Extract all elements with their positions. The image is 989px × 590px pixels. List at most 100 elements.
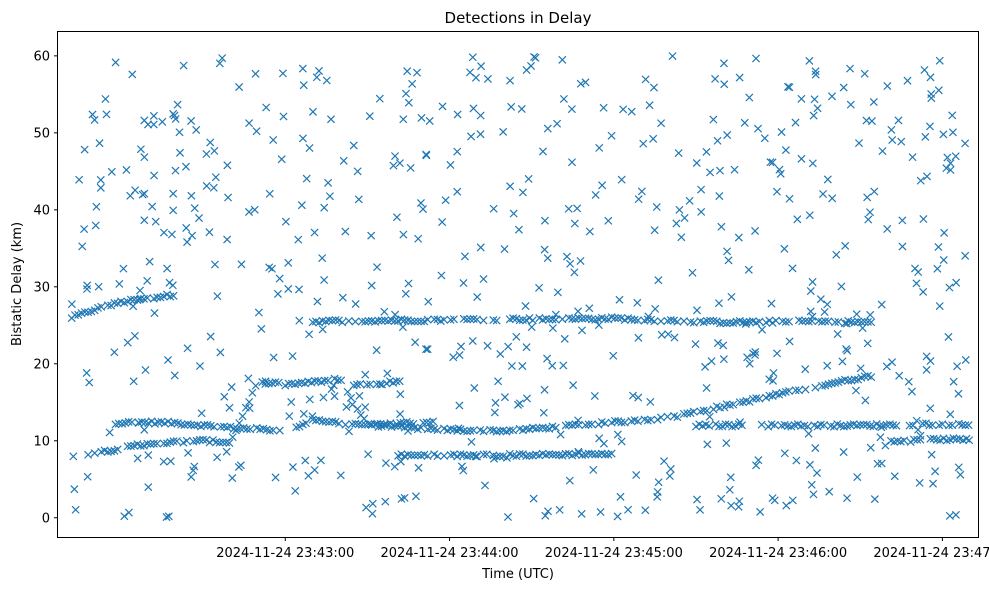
- data-point: [816, 420, 825, 429]
- data-point: [365, 112, 374, 121]
- data-point: [80, 308, 89, 317]
- data-point: [183, 420, 192, 429]
- data-point: [609, 351, 618, 360]
- data-point: [416, 198, 425, 208]
- data-point: [403, 450, 412, 459]
- data-point: [693, 495, 702, 504]
- data-point: [581, 314, 590, 323]
- data-point: [794, 386, 803, 395]
- data-point: [548, 450, 557, 459]
- data-point: [781, 317, 790, 327]
- data-point: [745, 317, 754, 326]
- data-point: [291, 486, 300, 495]
- data-point: [391, 152, 400, 161]
- data-point: [649, 134, 658, 143]
- data-point: [468, 336, 477, 345]
- data-point: [866, 310, 875, 319]
- data-point: [908, 421, 917, 430]
- data-point: [265, 189, 274, 198]
- data-point: [151, 217, 160, 226]
- data-point: [269, 135, 278, 145]
- data-point: [721, 420, 730, 429]
- data-point: [926, 434, 935, 443]
- data-point: [111, 58, 120, 67]
- data-point: [691, 340, 700, 349]
- data-point: [574, 314, 583, 323]
- data-point: [817, 381, 826, 390]
- data-point: [344, 316, 353, 325]
- data-point: [825, 487, 834, 496]
- data-point: [617, 175, 626, 184]
- data-point: [649, 83, 658, 92]
- data-point: [406, 163, 415, 172]
- data-point: [403, 67, 412, 76]
- data-point: [768, 494, 777, 503]
- data-point: [210, 260, 219, 269]
- data-point: [548, 315, 557, 324]
- data-point: [344, 427, 354, 436]
- data-point: [742, 318, 751, 327]
- y-tick-label: 20: [33, 357, 50, 372]
- data-point: [734, 233, 743, 242]
- data-point: [244, 207, 254, 216]
- data-point: [482, 450, 491, 459]
- data-point: [785, 317, 794, 326]
- data-point: [471, 452, 480, 461]
- data-point: [403, 426, 412, 436]
- data-point: [299, 81, 308, 90]
- data-point: [767, 299, 776, 308]
- data-point: [898, 242, 907, 251]
- data-point: [727, 292, 736, 301]
- data-point: [153, 439, 162, 448]
- data-point: [140, 153, 149, 162]
- data-point: [107, 167, 116, 176]
- data-point: [798, 317, 807, 326]
- data-point: [449, 353, 458, 362]
- data-point: [304, 471, 313, 480]
- data-point: [828, 194, 837, 203]
- data-point: [811, 67, 820, 76]
- data-point: [105, 428, 114, 437]
- data-point: [433, 452, 442, 461]
- data-point: [846, 100, 855, 109]
- data-point: [725, 318, 734, 327]
- data-point: [231, 426, 241, 435]
- data-point: [598, 181, 607, 190]
- data-point: [265, 426, 274, 435]
- data-point: [584, 420, 593, 429]
- data-point: [529, 494, 538, 503]
- data-point: [722, 319, 731, 328]
- data-point: [683, 409, 692, 418]
- data-point: [912, 279, 921, 288]
- data-point: [349, 141, 358, 150]
- data-point: [680, 213, 689, 222]
- data-point: [103, 301, 112, 310]
- data-point: [548, 361, 557, 370]
- data-point: [468, 53, 477, 62]
- data-point: [187, 116, 196, 125]
- data-point: [236, 461, 245, 470]
- data-point: [379, 420, 388, 429]
- data-point: [581, 421, 590, 430]
- data-point: [860, 69, 869, 78]
- data-point: [808, 159, 817, 168]
- data-point: [705, 421, 714, 430]
- data-point: [96, 183, 105, 192]
- data-point: [75, 175, 84, 184]
- data-point: [952, 278, 961, 287]
- data-point: [170, 371, 179, 380]
- data-point: [512, 332, 521, 341]
- data-point: [581, 78, 590, 87]
- data-point: [329, 381, 338, 390]
- data-point: [587, 420, 596, 429]
- data-point: [670, 333, 679, 342]
- data-point: [244, 374, 253, 383]
- data-point: [476, 111, 485, 120]
- data-point: [235, 83, 244, 92]
- data-point: [126, 442, 135, 451]
- data-point: [894, 116, 903, 125]
- data-point: [83, 281, 92, 290]
- data-point: [400, 316, 409, 325]
- data-point: [140, 116, 149, 125]
